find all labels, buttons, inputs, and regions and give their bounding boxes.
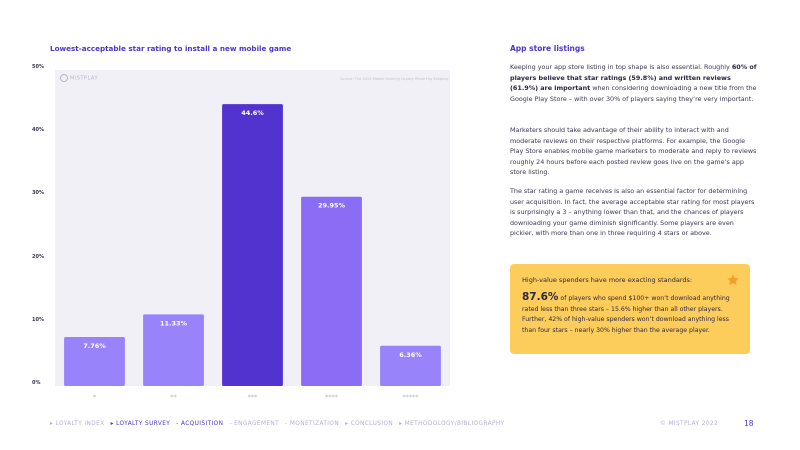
footer-nav-item[interactable]: ▸ LOYALTY SURVEY <box>110 421 171 427</box>
bar-4-star <box>301 196 362 386</box>
x-tick-label: ***** <box>402 393 419 401</box>
data-label: 11.33% <box>160 319 188 327</box>
x-tick-label: ** <box>170 393 177 401</box>
mistplay-logo-icon <box>60 74 68 82</box>
bar-3-star <box>222 104 283 386</box>
x-tick-label: *** <box>248 393 259 401</box>
footer-nav-item[interactable]: ▸ CONCLUSION <box>345 421 394 427</box>
footer-nav-item[interactable]: - MONETIZATION <box>285 421 340 427</box>
y-tick-label: 0% <box>32 380 41 386</box>
y-tick-label: 20% <box>32 253 44 260</box>
data-label: 7.76% <box>83 342 106 350</box>
paragraph-1: Keeping your app store listing in top sh… <box>510 62 758 104</box>
paragraph-1-text-a: Keeping your app store listing in top sh… <box>510 63 732 71</box>
highlight-callout: High-value spenders have more exacting s… <box>510 264 750 354</box>
x-tick-label: **** <box>325 393 339 401</box>
paragraph-3: The star rating a game receives is also … <box>510 187 755 238</box>
y-tick-label: 40% <box>32 127 44 134</box>
paragraph-1-emphasis: 60% of players believe that star ratings… <box>510 63 757 93</box>
bar-2-star <box>143 314 204 386</box>
callout-body: 87.6% of players who spend $100+ won’t d… <box>522 292 740 336</box>
footer-nav-item[interactable]: - ENGAGEMENT <box>229 421 280 427</box>
copyright: © MISTPLAY 2022 <box>660 421 719 427</box>
data-label: 6.36% <box>399 351 422 359</box>
footer-navigation: ▸ LOYALTY INDEX ▸ LOYALTY SURVEY - ACQUISI… <box>50 421 511 427</box>
paragraph-1-text-c: when considering downloading a new title… <box>510 84 757 103</box>
callout-heading: High-value spenders have more exacting s… <box>522 276 693 284</box>
chart-title: Lowest-acceptable star rating to install… <box>50 44 292 53</box>
section-title: App store listings <box>510 44 585 53</box>
mistplay-watermark: MISTPLAY <box>60 74 98 82</box>
watermark-text: MISTPLAY <box>70 75 99 82</box>
y-tick-label: 10% <box>32 316 44 323</box>
y-tick-label: 50% <box>32 64 44 70</box>
footer-nav-item[interactable]: ▸ METHODOLOGY/BIBLIOGRAPHY <box>399 421 505 427</box>
x-tick-label: * <box>93 393 97 401</box>
paragraph-2: Marketers should take advantage of their… <box>510 126 757 177</box>
page-number: 18 <box>744 419 754 428</box>
data-label: 29.95% <box>318 202 346 210</box>
callout-stat: 87.6% <box>522 291 559 303</box>
bar-1-star <box>64 337 125 386</box>
bar-5-star <box>380 345 441 386</box>
footer-nav-item[interactable]: ▸ LOYALTY INDEX <box>50 421 105 427</box>
chart-source-note: Source: The 2022 Mobile Gaming Loyalty R… <box>340 77 449 81</box>
y-tick-label: 30% <box>32 190 44 197</box>
star-icon <box>727 274 739 286</box>
callout-body-text: of players who spend $100+ won’t downloa… <box>522 295 730 334</box>
data-label: 44.6% <box>241 109 264 117</box>
footer-nav-item[interactable]: - ACQUISITION <box>176 421 224 427</box>
